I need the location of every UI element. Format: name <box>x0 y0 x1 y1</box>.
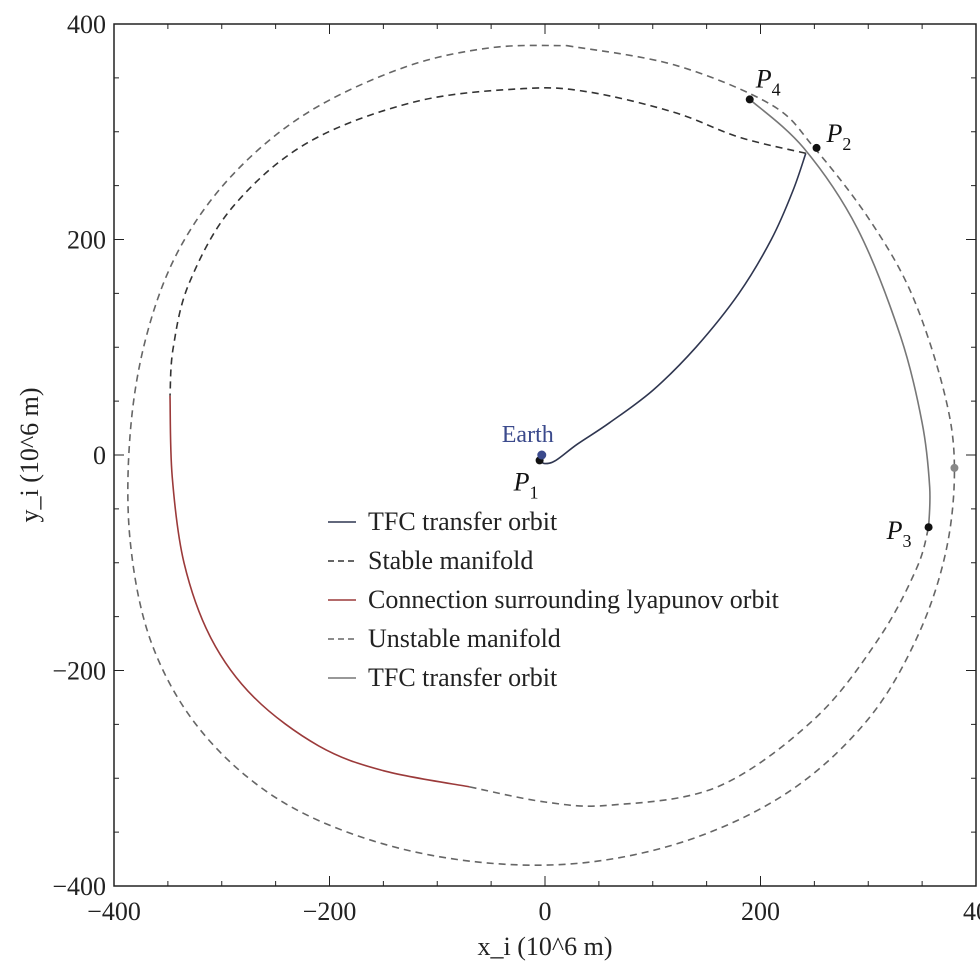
series-line-4 <box>469 526 930 807</box>
point-label: P4 <box>755 64 781 99</box>
series-line-5 <box>749 98 931 528</box>
ticks-layer: −400 −200 0 200 40 400 200 0 −200 −400 <box>52 10 980 926</box>
y-tick-label: 200 <box>67 226 106 255</box>
y-tick-label: 400 <box>67 10 106 39</box>
legend: TFC transfer orbit Stable manifold Connect… <box>328 507 780 692</box>
x-tick-label: 40 <box>963 897 980 926</box>
legend-label-2: Stable manifold <box>368 546 533 575</box>
x-tick-label: −200 <box>303 897 357 926</box>
point-marker <box>950 463 959 472</box>
earth-marker <box>537 450 547 460</box>
x-tick-label: 200 <box>741 897 780 926</box>
points-layer: P1 P2 P3 P4 Earth <box>502 64 959 551</box>
y-axis-label: y_i (10^6 m) <box>15 388 44 523</box>
point-marker <box>812 143 821 152</box>
y-tick-label: −200 <box>52 657 106 686</box>
y-tick-label: −400 <box>52 872 106 901</box>
x-axis-label: x_i (10^6 m) <box>478 932 613 961</box>
series-line-1 <box>539 153 807 465</box>
point-label: P1 <box>513 467 539 502</box>
point-marker <box>745 95 754 104</box>
legend-label-4: Unstable manifold <box>368 624 561 653</box>
series-line-3 <box>169 395 470 788</box>
point-marker <box>924 523 933 532</box>
legend-label-5: TFC transfer orbit <box>368 663 558 692</box>
legend-label-1: TFC transfer orbit <box>368 507 558 536</box>
point-label: P3 <box>886 516 912 551</box>
y-tick-label: 0 <box>93 441 106 470</box>
axis-labels: x_i (10^6 m) y_i (10^6 m) <box>15 388 612 961</box>
series-layer <box>127 44 956 866</box>
point-label: P2 <box>826 119 852 154</box>
legend-label-3: Connection surrounding lyapunov orbit <box>368 585 780 614</box>
series-line-2 <box>169 87 806 396</box>
x-tick-label: 0 <box>539 897 552 926</box>
earth-label: Earth <box>502 422 554 448</box>
x-tick-label: −400 <box>87 897 141 926</box>
series-line-6 <box>127 44 956 866</box>
